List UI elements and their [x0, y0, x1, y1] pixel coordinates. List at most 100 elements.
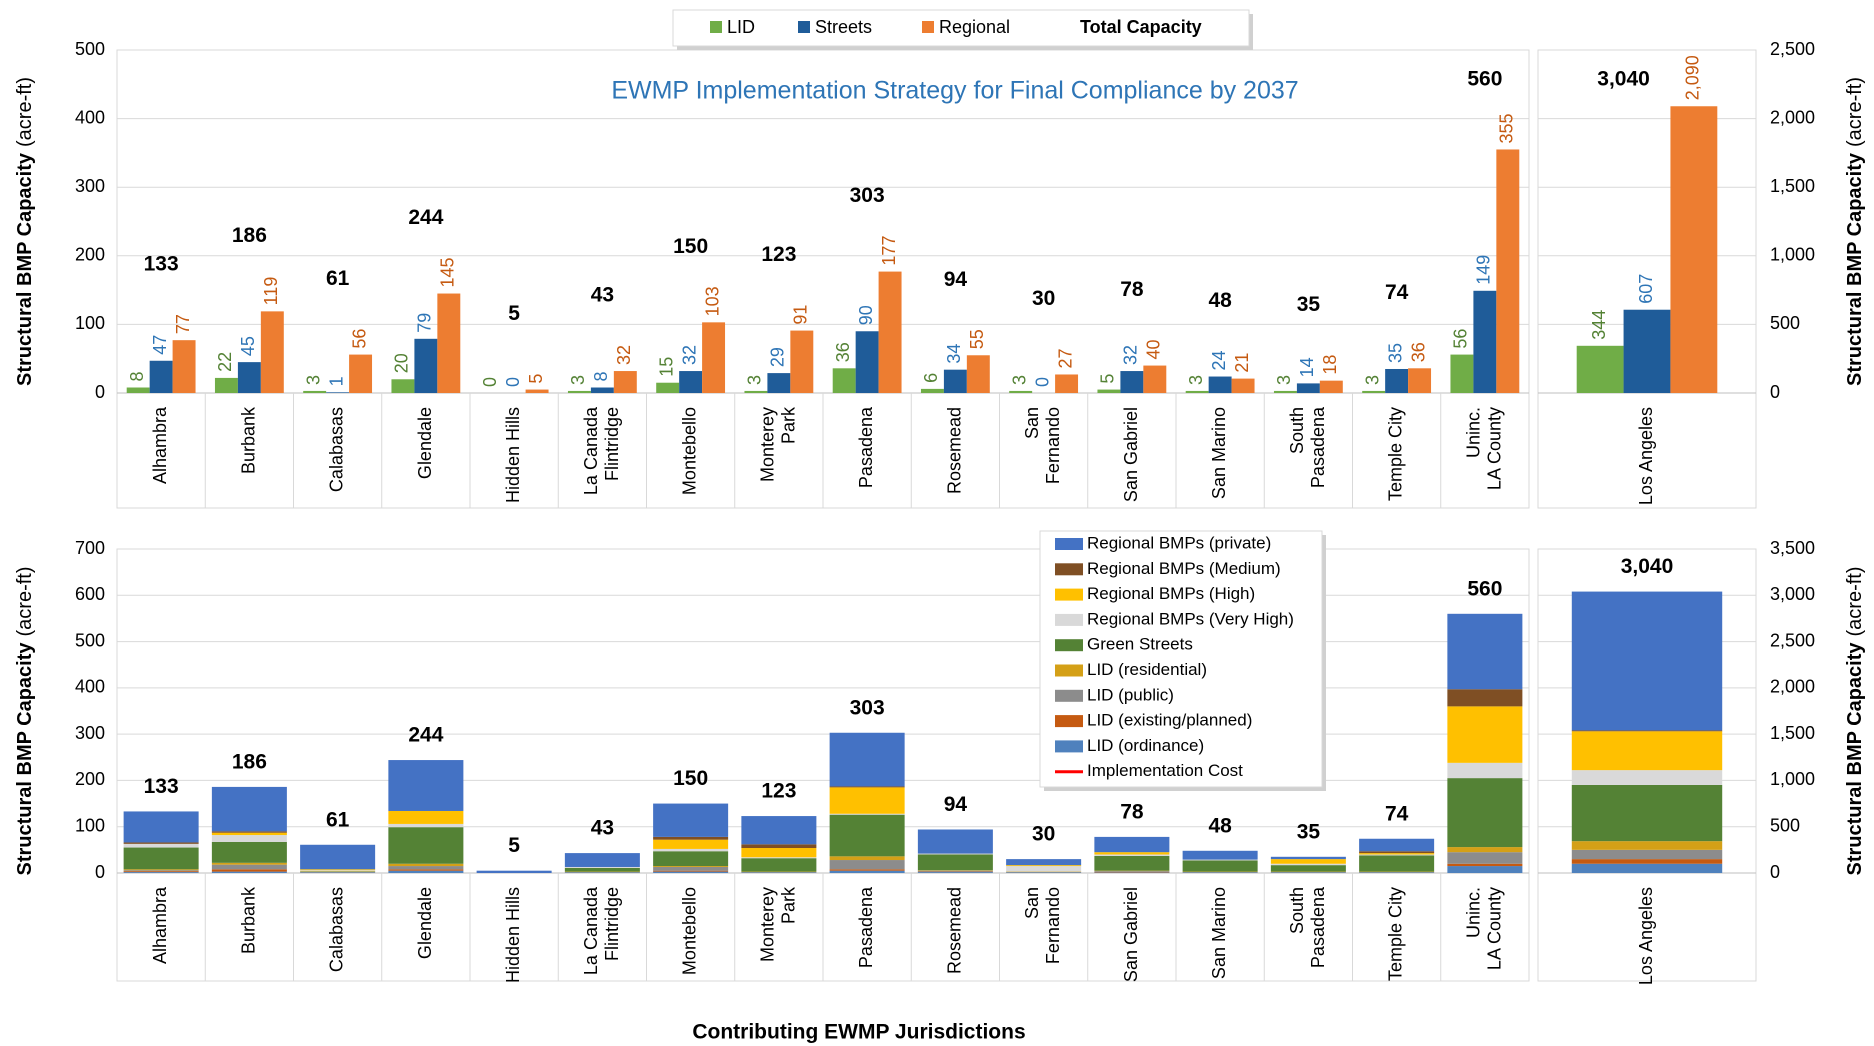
- value-label: 3: [1274, 375, 1294, 385]
- bar: [1185, 390, 1209, 393]
- value-label: 21: [1232, 353, 1252, 373]
- x-tick-label: Burbank: [238, 406, 258, 474]
- x-tick-label-line: Fernando: [1043, 887, 1063, 964]
- y-tick-label: 400: [75, 677, 105, 697]
- x-tick-label-line: Pasadena: [856, 406, 876, 488]
- x-tick-label-line: San: [1022, 407, 1042, 439]
- x-tick-label: Alhambra: [150, 886, 170, 964]
- bar-segment: [1359, 838, 1435, 852]
- bar-segment: [1270, 865, 1346, 872]
- bar: [260, 311, 284, 393]
- total-label: 123: [761, 780, 796, 803]
- bar-segment: [300, 870, 376, 872]
- x-tick-label: Burbank: [238, 886, 258, 954]
- bar-segment: [388, 760, 464, 811]
- bar-segment: [741, 844, 817, 849]
- x-tick-label-line: LA County: [1484, 407, 1504, 490]
- y-tick-label: 300: [75, 176, 105, 196]
- value-label: 55: [967, 329, 987, 349]
- bar-segment: [123, 811, 199, 843]
- bar: [613, 371, 637, 393]
- bar: [349, 354, 373, 393]
- x-tick-label: SanFernando: [1022, 887, 1063, 964]
- bar-segment: [123, 843, 199, 848]
- x-tick-label-line: Los Angeles: [1636, 407, 1656, 505]
- total-label: 133: [144, 775, 179, 798]
- bar-segment: [653, 871, 729, 873]
- y-axis-title: Structural BMP Capacity (acre-ft): [1844, 566, 1866, 875]
- bar-segment: [829, 813, 905, 815]
- bar-segment: [829, 787, 905, 814]
- x-tick-label-line: San Marino: [1209, 887, 1229, 979]
- bar: [1385, 368, 1409, 393]
- y-tick-label: 700: [75, 538, 105, 558]
- bar-segment: [1447, 852, 1523, 864]
- bar: [237, 362, 261, 393]
- value-label: 0: [1032, 377, 1052, 387]
- bar-segment: [211, 841, 287, 863]
- value-label: 40: [1144, 340, 1164, 360]
- bar-segment: [211, 786, 287, 832]
- total-label: 35: [1297, 820, 1321, 843]
- bar-segment: [829, 814, 905, 857]
- x-tick-label: MontereyPark: [757, 886, 798, 962]
- y-tick-label: 400: [75, 107, 105, 127]
- bar-segment: [388, 866, 464, 870]
- y-tick-label: 500: [1770, 313, 1800, 333]
- bar-segment: [653, 851, 729, 867]
- bar: [1208, 376, 1232, 393]
- total-label: 43: [591, 284, 614, 307]
- total-label: 61: [326, 808, 350, 831]
- bar: [790, 330, 814, 393]
- x-tick-label: SouthPasadena: [1287, 406, 1328, 488]
- total-label: 30: [1032, 287, 1055, 310]
- bar: [966, 355, 990, 393]
- bar: [1143, 365, 1167, 393]
- bar-segment: [1270, 856, 1346, 860]
- bar-segment: [211, 871, 287, 873]
- y-tick-label: 0: [95, 862, 105, 882]
- x-tick-label-line: Pasadena: [856, 886, 876, 968]
- legend-swatch: [710, 21, 722, 33]
- x-tick-label-line: Uninc.: [1463, 887, 1483, 938]
- x-tick-label: La CanadaFlintridge: [581, 886, 622, 975]
- legend-label: LID: [727, 17, 755, 37]
- bar-segment: [1571, 770, 1723, 785]
- legend-label: Total Capacity: [1080, 17, 1202, 37]
- y-tick-label: 500: [1770, 815, 1800, 835]
- bar-segment: [476, 870, 552, 873]
- x-tick-label: Rosemead: [944, 407, 964, 494]
- y-tick-label: 500: [75, 39, 105, 59]
- chart-title: EWMP Implementation Strategy for Final C…: [611, 77, 1298, 105]
- y-tick-label: 100: [75, 815, 105, 835]
- x-tick-label-line: La Canada: [581, 886, 601, 975]
- value-label: 5: [526, 374, 546, 384]
- bar: [303, 390, 327, 393]
- bar-segment: [653, 866, 729, 871]
- bar-segment: [388, 863, 464, 867]
- total-label: 48: [1208, 289, 1232, 312]
- x-tick-label-line: South: [1287, 407, 1307, 454]
- legend-label: Regional BMPs (Medium): [1087, 559, 1281, 578]
- bar-segment: [1571, 863, 1723, 873]
- bar-segment: [741, 858, 817, 872]
- y-tick-label: 1,000: [1770, 769, 1815, 789]
- legend-swatch: [1055, 639, 1083, 652]
- x-tick-label: Uninc.LA County: [1463, 407, 1504, 490]
- total-label: 186: [232, 224, 267, 247]
- x-tick-label: Rosemead: [944, 887, 964, 974]
- bar-segment: [1571, 591, 1723, 731]
- total-label: 244: [408, 206, 443, 229]
- value-label: 5: [1098, 374, 1118, 384]
- x-tick-label-line: Fernando: [1043, 407, 1063, 484]
- bar: [1623, 309, 1671, 393]
- bar-segment: [300, 844, 376, 870]
- x-tick-label: Glendale: [415, 887, 435, 959]
- value-label: 32: [1121, 345, 1141, 365]
- bar-segment: [917, 854, 993, 871]
- x-tick-label: San Marino: [1209, 407, 1229, 499]
- y-tick-label: 200: [75, 245, 105, 265]
- bar: [920, 388, 944, 393]
- value-label: 35: [1385, 343, 1405, 363]
- bar-segment: [1571, 730, 1723, 732]
